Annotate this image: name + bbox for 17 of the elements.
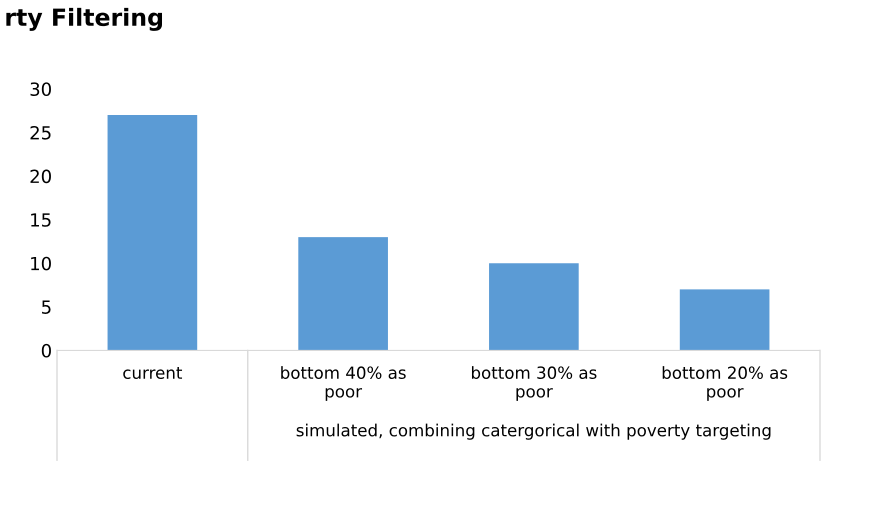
bar bbox=[298, 237, 388, 350]
chart-title: rty Filtering bbox=[6, 8, 162, 31]
x-tick-label: bottom 40% as poor bbox=[281, 366, 406, 401]
y-tick-label: 0 bbox=[42, 344, 51, 358]
y-tick-label: 5 bbox=[42, 300, 51, 314]
y-tick-label: 20 bbox=[30, 170, 51, 184]
y-tick-label: 15 bbox=[31, 213, 51, 227]
y-tick-label: 10 bbox=[31, 256, 51, 270]
x-tick-label: bottom 30% as poor bbox=[472, 366, 596, 401]
text: simulated, combining catergorical with poverty targeting bbox=[296, 424, 770, 440]
bar bbox=[489, 263, 579, 350]
y-tick-label: 30 bbox=[30, 82, 51, 96]
bar bbox=[108, 115, 198, 350]
bar bbox=[680, 289, 770, 350]
x-tick-label: current bbox=[123, 367, 182, 379]
x-tick-label: bottom 20% as poor bbox=[662, 366, 788, 401]
y-tick-label: 25 bbox=[30, 126, 51, 140]
